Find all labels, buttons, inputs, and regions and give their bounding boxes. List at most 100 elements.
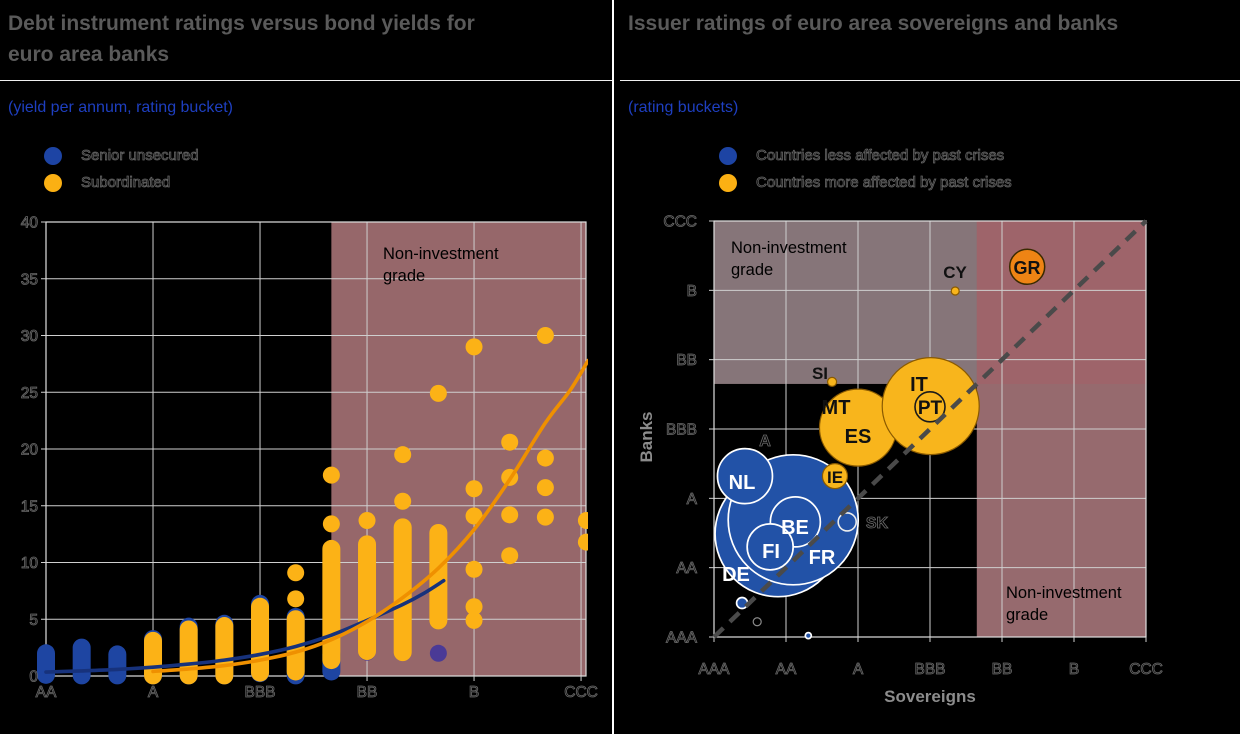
legend-item: Countries more affected by past crises	[719, 169, 1012, 196]
y-axis-title: Banks	[637, 411, 656, 462]
x-axis-title: Sovereigns	[884, 687, 976, 706]
country-label-IT: IT	[910, 374, 928, 396]
country-label-FR: FR	[809, 547, 836, 569]
legend-dot-icon	[44, 146, 62, 165]
country-label-SI: SI	[812, 364, 828, 383]
y-tick-label: AA	[676, 560, 697, 577]
scatter-point	[577, 533, 588, 551]
x-tick-label: B	[1069, 661, 1079, 678]
scatter-point	[465, 560, 483, 578]
left-legend: Senior unsecured Subordinated	[44, 142, 199, 196]
country-bubble-NL	[716, 447, 774, 505]
y-tick-label: 0	[29, 669, 38, 686]
country-bubble-CY	[950, 286, 960, 296]
scatter-point	[429, 384, 447, 402]
country-label-MT: MT	[822, 397, 851, 419]
y-tick-label: AAA	[666, 630, 698, 647]
scatter-point	[287, 590, 305, 608]
axis-ticks	[709, 220, 1147, 642]
legend-label: Countries less affected by past crises	[756, 147, 1005, 165]
scatter-strip	[215, 617, 234, 685]
legend-label: Countries more affected by past crises	[756, 174, 1012, 192]
left-panel: Debt instrument ratings versus bond yiel…	[0, 0, 612, 734]
country-label-DE: DE	[722, 564, 750, 586]
right-chart-title: Issuer ratings of euro area sovereigns a…	[628, 12, 1119, 35]
y-tick-label: B	[687, 283, 697, 300]
country-label-GR: GR	[1014, 258, 1041, 278]
country-bubble-SK	[837, 512, 858, 532]
scatter-strip	[144, 631, 163, 685]
non-investment-label: grade	[383, 267, 425, 285]
legend-dot-icon	[719, 173, 737, 192]
trend-line	[151, 358, 588, 674]
y-tick-label: 25	[21, 385, 38, 402]
non-investment-label: Non-investment	[1006, 584, 1122, 602]
scatter-strip	[251, 597, 270, 682]
y-tick-label: 10	[21, 555, 39, 572]
x-tick-label: CCC	[1129, 661, 1163, 678]
x-tick-label: AA	[776, 661, 797, 678]
scatter-strip	[393, 518, 412, 662]
non-investment-label: grade	[1006, 606, 1048, 624]
y-tick-label: 20	[21, 442, 39, 459]
right-panel: Issuer ratings of euro area sovereigns a…	[620, 0, 1240, 734]
scatter-point	[394, 446, 412, 464]
scatter-strip	[322, 539, 341, 670]
x-tick-label: A	[148, 684, 159, 701]
x-tick-label: BB	[992, 661, 1013, 678]
scatter-point	[358, 512, 376, 530]
scatter-point	[465, 598, 483, 616]
x-tick-label: BBB	[245, 684, 276, 701]
x-tick-label: CCC	[564, 684, 598, 701]
country-label-PT: PT	[918, 398, 943, 419]
scatter-point	[536, 508, 554, 526]
non-investment-label: Non-investment	[731, 239, 847, 257]
right-bubble-chart: Non-investment Non-investment grade grade DE…	[637, 213, 1163, 706]
country-label-CY: CY	[943, 263, 967, 282]
country-label-AT: A	[759, 433, 771, 450]
right-chart-subtitle: (rating buckets)	[628, 99, 739, 116]
panel-divider	[612, 0, 614, 734]
left-chart-title: Debt instrument ratings versus bond yiel…	[8, 12, 475, 66]
y-tick-label: 40	[21, 215, 39, 232]
scatter-point	[394, 492, 412, 510]
country-bubble-small-dot-2	[804, 631, 813, 640]
legend-label: Senior unsecured	[81, 147, 199, 165]
scatter-strip	[37, 644, 55, 684]
x-tick-label: A	[853, 661, 864, 678]
diagonal-reference-line	[712, 219, 1148, 639]
country-bubble-FI	[746, 523, 795, 571]
scatter-point	[429, 527, 447, 545]
legend-item: Subordinated	[44, 169, 199, 196]
right-legend: Countries less affected by past crises Co…	[719, 142, 1012, 196]
y-tick-label: CCC	[663, 214, 697, 231]
scatter-strip	[179, 620, 198, 685]
country-bubble-SI	[826, 376, 838, 387]
x-tick-label: B	[469, 684, 479, 701]
scatter-strip	[72, 638, 91, 685]
scatter-point	[322, 466, 340, 484]
y-tick-label: 35	[21, 271, 38, 288]
scatter-point	[501, 433, 519, 451]
scatter-point	[287, 564, 305, 582]
legend-dot-icon	[719, 146, 737, 165]
scatter-point	[577, 512, 588, 530]
country-bubble-IE	[821, 463, 849, 490]
scatter-point	[465, 611, 483, 629]
x-tick-label: BBB	[914, 661, 945, 678]
x-tick-label: AA	[36, 684, 57, 701]
y-tick-label: 15	[21, 498, 38, 515]
country-label-SK: SK	[866, 515, 889, 532]
scatter-point	[536, 449, 554, 467]
scatter-strip	[429, 523, 448, 630]
y-tick-label: A	[687, 491, 698, 508]
left-chart-subtitle: (yield per annum, rating bucket)	[8, 99, 233, 116]
scatter-point	[501, 506, 519, 524]
country-label-IE: IE	[827, 468, 843, 487]
non-investment-label: Non-investment	[383, 245, 499, 263]
non-investment-label: grade	[731, 261, 773, 279]
scatter-point	[536, 327, 554, 344]
country-label-FI: FI	[762, 541, 780, 563]
